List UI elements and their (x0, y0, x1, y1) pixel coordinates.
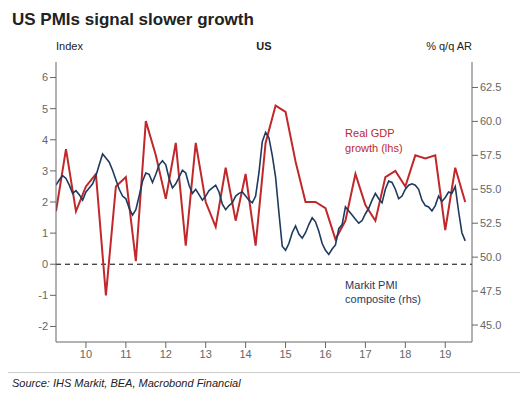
svg-text:60.0: 60.0 (480, 115, 501, 127)
html-text:US PMIs signal slower growth: US PMIs signal slower growth (12, 10, 254, 29)
svg-text:13: 13 (200, 348, 212, 360)
svg-text:5: 5 (42, 103, 48, 115)
html-text:% q/q AR: % q/q AR (426, 40, 472, 52)
svg-text:14: 14 (240, 348, 252, 360)
svg-text:19: 19 (439, 348, 451, 360)
svg-text:47.5: 47.5 (480, 285, 501, 297)
svg-text:4: 4 (42, 134, 48, 146)
svg-text:1: 1 (42, 227, 48, 239)
html-text:US: US (256, 40, 272, 52)
html-text:Index: Index (56, 40, 83, 52)
svg-text:-1: -1 (38, 289, 48, 301)
svg-text:55.0: 55.0 (480, 183, 501, 195)
svg-text:0: 0 (42, 258, 48, 270)
svg-text:2: 2 (42, 196, 48, 208)
svg-text:52.5: 52.5 (480, 217, 501, 229)
html-text:Markit PMI composite (rhs): Markit PMI composite (rhs) (345, 278, 421, 305)
html-text:Real GDP growth (lhs): Real GDP growth (lhs) (345, 127, 403, 154)
svg-text:16: 16 (319, 348, 331, 360)
svg-text:10: 10 (80, 348, 92, 360)
svg-text:15: 15 (279, 348, 291, 360)
svg-text:62.5: 62.5 (480, 81, 501, 93)
svg-text:45.0: 45.0 (480, 319, 501, 331)
svg-text:6: 6 (42, 71, 48, 83)
svg-text:3: 3 (42, 165, 48, 177)
svg-text:11: 11 (120, 348, 131, 360)
svg-text:12: 12 (160, 348, 172, 360)
svg-text:18: 18 (399, 348, 411, 360)
svg-text:17: 17 (359, 348, 371, 360)
svg-text:-2: -2 (38, 320, 48, 332)
html-text:Source: IHS Markit, BEA, Macro: Source: IHS Markit, BEA, Macrobond Finan… (12, 377, 241, 389)
svg-text:50.0: 50.0 (480, 251, 501, 263)
svg-text:57.5: 57.5 (480, 149, 501, 161)
